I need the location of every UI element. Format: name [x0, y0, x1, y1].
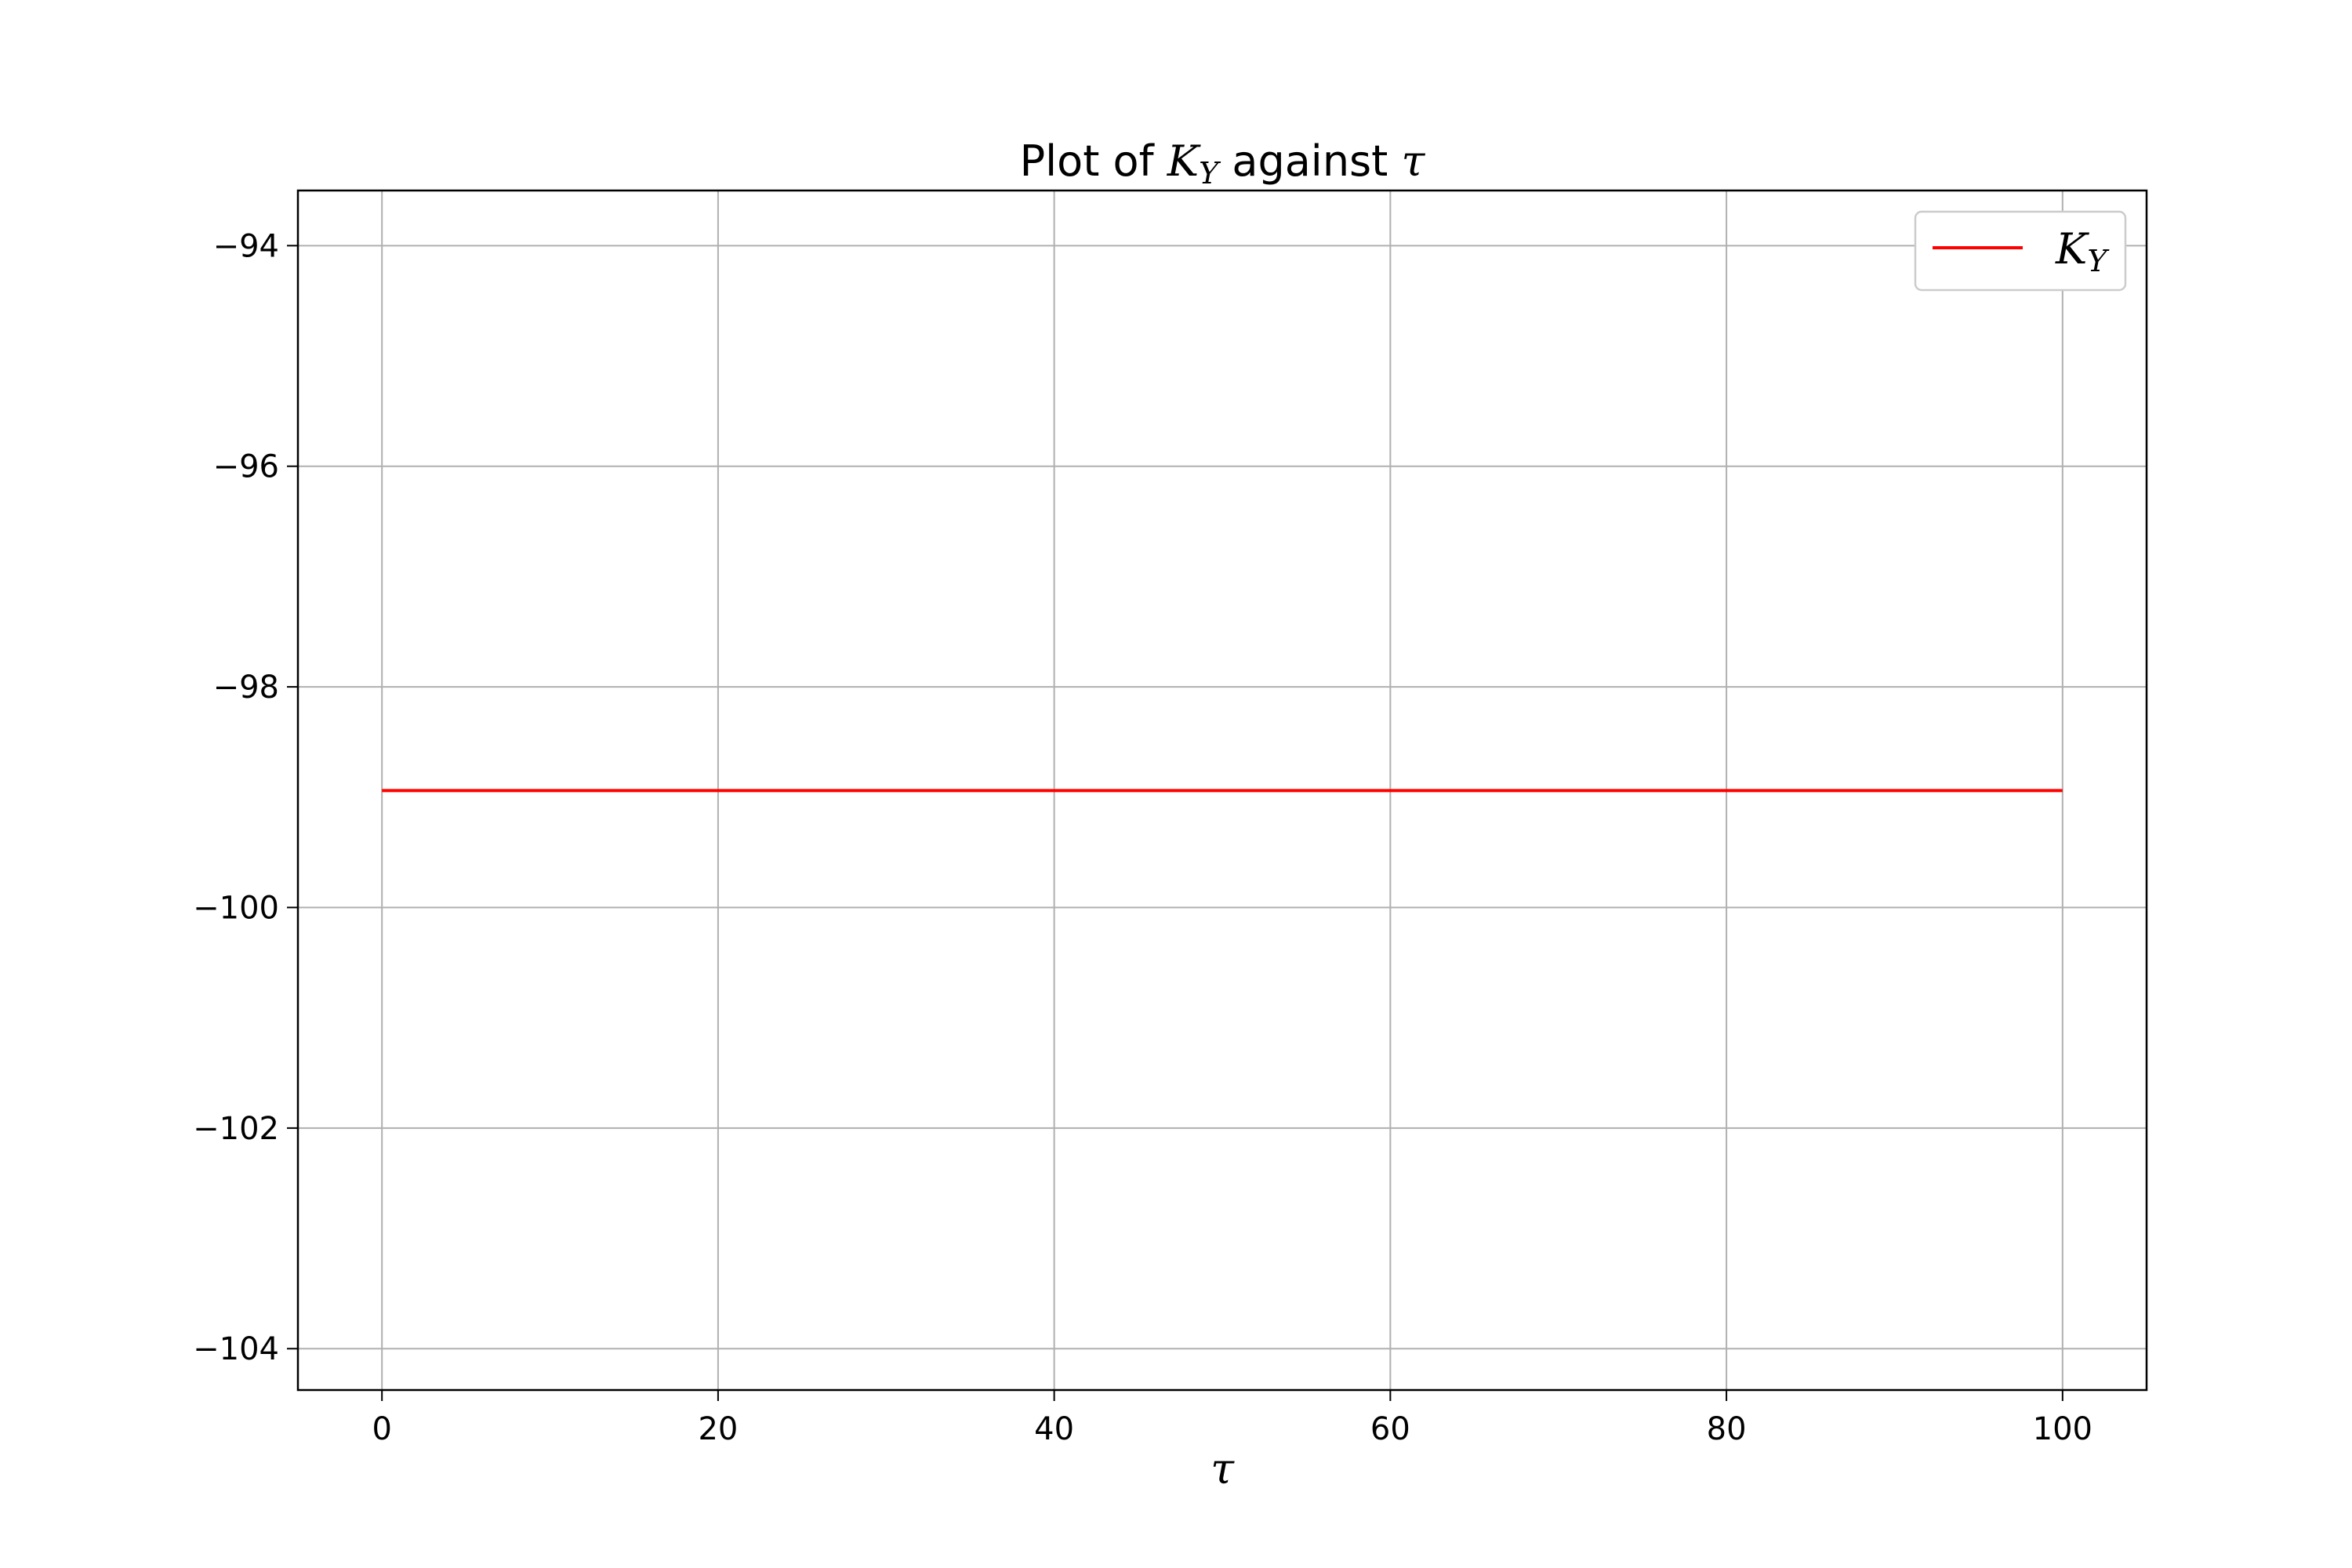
legend-box: [1914, 210, 2127, 292]
title-prefix: Plot of: [1020, 136, 1167, 186]
y-tick-label: −96: [213, 449, 279, 485]
legend-label: KY: [2055, 224, 2110, 278]
legend: KY: [1914, 210, 2127, 292]
title-symbol: K: [1167, 136, 1201, 186]
legend-subscript: Y: [2087, 244, 2110, 278]
y-tick-label: −94: [213, 228, 279, 264]
y-tick-label: −104: [193, 1331, 279, 1367]
x-axis-label: τ: [1210, 1444, 1235, 1494]
ticks: 0 20 40 60 80 100 −94 −96 −98 −100 −102 −104: [193, 228, 2092, 1447]
title-middle: against: [1218, 136, 1401, 186]
x-tick-label: 20: [698, 1411, 738, 1447]
x-tick-label: 40: [1034, 1411, 1074, 1447]
x-tick-label: 80: [1707, 1411, 1747, 1447]
x-tick-label: 60: [1370, 1411, 1410, 1447]
title-var: τ: [1402, 136, 1426, 186]
x-tick-label: 0: [372, 1411, 391, 1447]
title-subscript: Y: [1199, 156, 1221, 191]
y-tick-label: −98: [213, 670, 279, 706]
y-tick-label: −100: [193, 890, 279, 926]
legend-symbol: K: [2055, 224, 2089, 274]
plot-frame: [296, 189, 2148, 1392]
y-tick-label: −102: [193, 1111, 279, 1147]
chart-title: Plot of KY against τ: [1020, 136, 1426, 191]
x-tick-label: 100: [2033, 1411, 2092, 1447]
